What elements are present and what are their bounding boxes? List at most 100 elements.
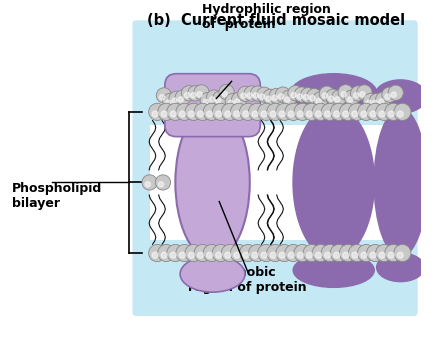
Ellipse shape xyxy=(293,253,374,287)
Circle shape xyxy=(329,96,334,101)
Circle shape xyxy=(339,245,357,262)
Circle shape xyxy=(241,93,246,99)
Circle shape xyxy=(269,88,284,104)
Circle shape xyxy=(300,88,316,103)
Circle shape xyxy=(306,111,312,117)
Circle shape xyxy=(187,86,203,101)
Circle shape xyxy=(388,252,394,258)
Circle shape xyxy=(394,103,411,120)
Circle shape xyxy=(322,93,328,98)
Circle shape xyxy=(243,111,249,117)
Circle shape xyxy=(149,245,166,262)
Circle shape xyxy=(267,245,284,262)
Circle shape xyxy=(234,252,240,258)
Circle shape xyxy=(200,92,215,108)
Circle shape xyxy=(252,111,258,117)
Circle shape xyxy=(170,111,176,117)
Circle shape xyxy=(312,103,329,120)
Circle shape xyxy=(394,245,411,262)
Circle shape xyxy=(370,111,376,117)
Circle shape xyxy=(388,111,394,117)
Circle shape xyxy=(344,90,360,105)
Circle shape xyxy=(348,245,366,262)
Circle shape xyxy=(257,245,275,262)
Circle shape xyxy=(228,100,234,106)
Circle shape xyxy=(321,103,338,120)
Ellipse shape xyxy=(377,253,424,282)
Circle shape xyxy=(167,245,184,262)
Circle shape xyxy=(341,91,347,97)
Circle shape xyxy=(184,92,190,98)
Circle shape xyxy=(263,89,278,105)
Circle shape xyxy=(161,252,167,258)
Circle shape xyxy=(270,252,276,258)
FancyBboxPatch shape xyxy=(132,20,418,316)
Circle shape xyxy=(343,111,349,117)
Circle shape xyxy=(252,252,258,258)
Circle shape xyxy=(207,111,212,117)
Circle shape xyxy=(239,245,257,262)
Circle shape xyxy=(203,99,208,105)
Circle shape xyxy=(266,96,271,101)
Circle shape xyxy=(142,175,157,190)
Circle shape xyxy=(375,92,391,107)
Circle shape xyxy=(303,95,309,100)
Circle shape xyxy=(163,93,178,109)
Circle shape xyxy=(166,100,171,105)
Circle shape xyxy=(249,103,266,120)
Ellipse shape xyxy=(180,256,245,292)
Circle shape xyxy=(276,103,293,120)
Circle shape xyxy=(288,252,294,258)
Circle shape xyxy=(316,252,322,258)
Ellipse shape xyxy=(175,105,250,260)
Circle shape xyxy=(347,97,353,102)
Circle shape xyxy=(357,85,372,100)
Circle shape xyxy=(257,103,275,120)
Circle shape xyxy=(160,95,165,100)
Circle shape xyxy=(306,252,312,258)
Circle shape xyxy=(279,111,285,117)
Circle shape xyxy=(391,92,396,97)
Circle shape xyxy=(276,245,293,262)
Circle shape xyxy=(272,95,277,101)
Circle shape xyxy=(176,245,193,262)
Ellipse shape xyxy=(291,74,377,112)
Circle shape xyxy=(238,86,253,101)
Circle shape xyxy=(379,111,385,117)
Circle shape xyxy=(185,245,202,262)
Circle shape xyxy=(382,87,397,102)
Circle shape xyxy=(397,252,403,258)
Circle shape xyxy=(212,103,229,120)
Circle shape xyxy=(191,92,196,98)
Circle shape xyxy=(230,103,247,120)
Circle shape xyxy=(257,87,272,102)
Circle shape xyxy=(376,103,393,120)
Circle shape xyxy=(156,88,172,103)
Circle shape xyxy=(288,111,294,117)
Circle shape xyxy=(181,86,197,101)
Circle shape xyxy=(221,245,239,262)
Circle shape xyxy=(294,245,311,262)
Circle shape xyxy=(194,245,211,262)
Circle shape xyxy=(326,89,341,104)
Circle shape xyxy=(185,103,202,120)
Text: Hydrophobic
region of protein: Hydrophobic region of protein xyxy=(188,266,306,295)
Circle shape xyxy=(215,111,222,117)
Circle shape xyxy=(235,99,240,104)
Ellipse shape xyxy=(374,109,427,256)
Circle shape xyxy=(339,103,357,120)
Circle shape xyxy=(161,111,167,117)
Circle shape xyxy=(244,86,259,101)
Circle shape xyxy=(313,92,328,107)
Ellipse shape xyxy=(374,80,427,113)
Circle shape xyxy=(372,100,378,106)
Ellipse shape xyxy=(293,106,374,259)
Circle shape xyxy=(370,252,376,258)
Circle shape xyxy=(213,91,228,106)
Circle shape xyxy=(278,94,284,99)
Circle shape xyxy=(260,94,265,99)
Circle shape xyxy=(319,86,334,101)
Circle shape xyxy=(194,103,211,120)
Circle shape xyxy=(343,252,349,258)
Circle shape xyxy=(316,99,321,104)
